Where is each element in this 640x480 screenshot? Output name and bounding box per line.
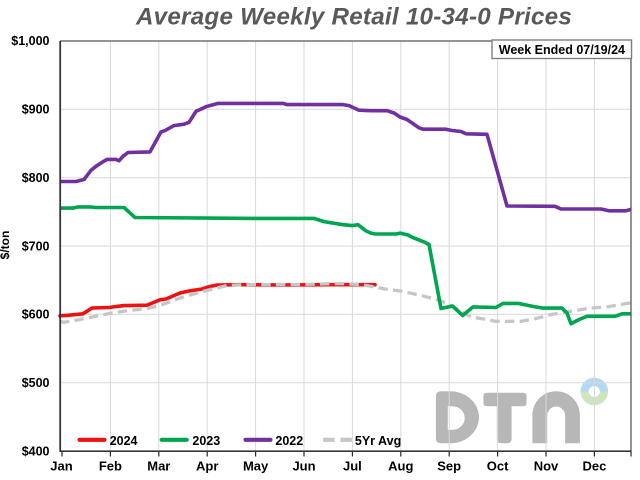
svg-text:$700: $700 xyxy=(22,239,50,253)
svg-text:2023: 2023 xyxy=(192,434,220,448)
svg-text:Aug: Aug xyxy=(388,458,413,473)
svg-text:Jul: Jul xyxy=(343,458,362,473)
svg-text:5Yr Avg: 5Yr Avg xyxy=(355,434,401,448)
svg-text:$900: $900 xyxy=(22,103,50,117)
svg-text:Nov: Nov xyxy=(534,458,559,473)
svg-text:Jan: Jan xyxy=(50,458,72,473)
svg-text:Feb: Feb xyxy=(99,458,122,473)
svg-text:Jun: Jun xyxy=(292,458,315,473)
svg-text:$1,000: $1,000 xyxy=(11,34,49,48)
svg-text:Mar: Mar xyxy=(147,458,170,473)
svg-text:Average Weekly Retail 10-34-0: Average Weekly Retail 10-34-0 Prices xyxy=(135,4,572,31)
svg-text:$500: $500 xyxy=(22,376,50,390)
svg-text:Oct: Oct xyxy=(487,458,509,473)
svg-text:2024: 2024 xyxy=(110,434,138,448)
svg-text:Week Ended 07/19/24: Week Ended 07/19/24 xyxy=(499,43,625,57)
svg-text:$/ton: $/ton xyxy=(0,231,12,260)
svg-text:Sep: Sep xyxy=(437,458,461,473)
svg-text:$800: $800 xyxy=(22,171,50,185)
svg-text:Dec: Dec xyxy=(582,458,606,473)
svg-text:$600: $600 xyxy=(22,308,50,322)
svg-text:May: May xyxy=(243,458,269,473)
svg-text:$400: $400 xyxy=(22,444,50,458)
svg-text:2022: 2022 xyxy=(275,434,303,448)
svg-text:Apr: Apr xyxy=(196,458,218,473)
